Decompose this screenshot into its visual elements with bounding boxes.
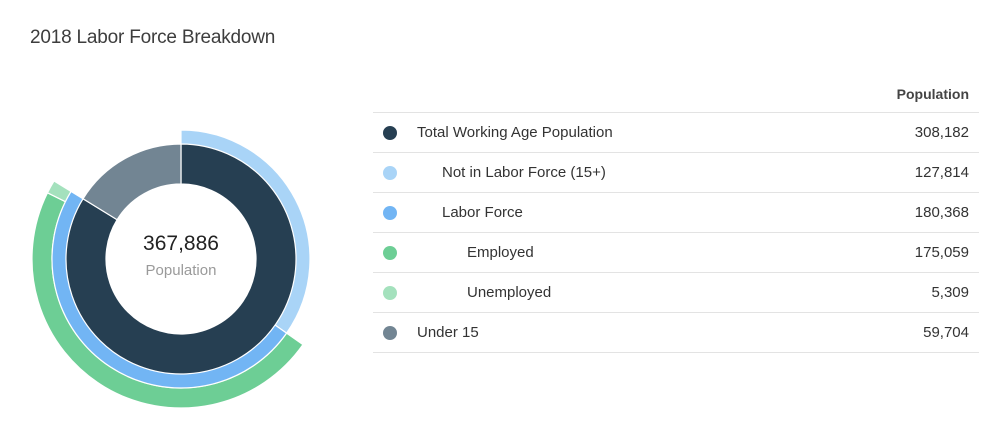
legend-dot: [383, 246, 397, 260]
row-label: Employed: [467, 244, 534, 261]
donut-segment: [82, 143, 182, 221]
table-header: Population: [373, 80, 979, 113]
table-row: Employed 175,059: [373, 233, 979, 273]
legend-dot: [383, 166, 397, 180]
center-total-value: 367,886: [143, 232, 219, 255]
legend-dot: [383, 326, 397, 340]
row-value: 59,704: [923, 324, 969, 341]
table-row: Total Working Age Population 308,182: [373, 113, 979, 153]
chart-title: 2018 Labor Force Breakdown: [30, 27, 276, 48]
row-label: Under 15: [417, 324, 479, 341]
table-row: Unemployed 5,309: [373, 273, 979, 313]
population-column-header: Population: [896, 86, 969, 102]
row-value: 127,814: [914, 164, 969, 181]
legend-dot: [383, 126, 397, 140]
center-total-label: Population: [146, 262, 217, 279]
row-value: 5,309: [931, 284, 969, 301]
donut-chart: 367,886 Population: [31, 129, 311, 409]
legend-dot: [383, 286, 397, 300]
legend-dot: [383, 206, 397, 220]
row-value: 308,182: [914, 124, 969, 141]
row-value: 180,368: [914, 204, 969, 221]
table-row: Not in Labor Force (15+) 127,814: [373, 153, 979, 193]
breakdown-table: Population Total Working Age Population 3…: [373, 80, 979, 353]
table-row: Labor Force 180,368: [373, 193, 979, 233]
donut-segment: [65, 143, 297, 375]
row-label: Total Working Age Population: [417, 124, 613, 141]
table-row: Under 15 59,704: [373, 313, 979, 353]
row-label: Unemployed: [467, 284, 552, 301]
row-label: Not in Labor Force (15+): [442, 164, 606, 181]
row-value: 175,059: [914, 244, 969, 261]
row-label: Labor Force: [442, 204, 523, 221]
